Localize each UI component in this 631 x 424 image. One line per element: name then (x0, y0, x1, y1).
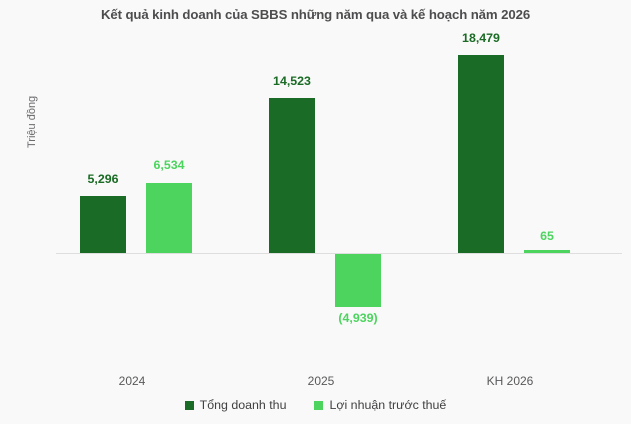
bar-label-revenue-2025: 14,523 (273, 74, 311, 88)
legend-label-profit: Lợi nhuận trước thuế (329, 398, 447, 412)
zero-baseline (56, 253, 622, 254)
y-axis-title-text: Triệu đồng (26, 95, 38, 148)
legend-item-profit[interactable]: Lợi nhuận trước thuế (314, 398, 446, 412)
plot-area: 5,296 6,534 14,523 (4,939) 18,479 65 202… (56, 26, 622, 388)
bar-label-revenue-2026: 18,479 (462, 31, 500, 45)
legend-swatch-profit-icon (314, 400, 324, 410)
bar-label-revenue-2024: 5,296 (87, 172, 119, 186)
bar-label-profit-2025: (4,939) (338, 311, 378, 325)
bar-label-profit-2026: 65 (540, 229, 554, 243)
chart-title: Kết quả kinh doanh của SBBS những năm qu… (100, 7, 531, 22)
bar-label-profit-2024: 6,534 (153, 158, 185, 172)
bar-profit-2024[interactable] (146, 183, 192, 253)
bar-revenue-2025[interactable] (269, 98, 315, 253)
bar-profit-2025[interactable] (335, 254, 381, 307)
x-tick-label-2024: 2024 (118, 374, 146, 388)
legend-item-revenue[interactable]: Tổng doanh thu (184, 398, 287, 412)
legend-label-revenue: Tổng doanh thu (199, 398, 287, 412)
legend-swatch-revenue-icon (184, 400, 194, 410)
y-axis-title: Triệu đồng (12, 44, 38, 154)
bar-profit-2026[interactable] (524, 250, 570, 253)
bar-revenue-2026[interactable] (458, 55, 504, 253)
x-tick-label-2025: 2025 (307, 374, 335, 388)
x-tick-label-2026: KH 2026 (486, 374, 534, 388)
chart-legend: Tổng doanh thu Lợi nhuận trước thuế (0, 398, 631, 412)
bar-revenue-2024[interactable] (80, 196, 126, 253)
